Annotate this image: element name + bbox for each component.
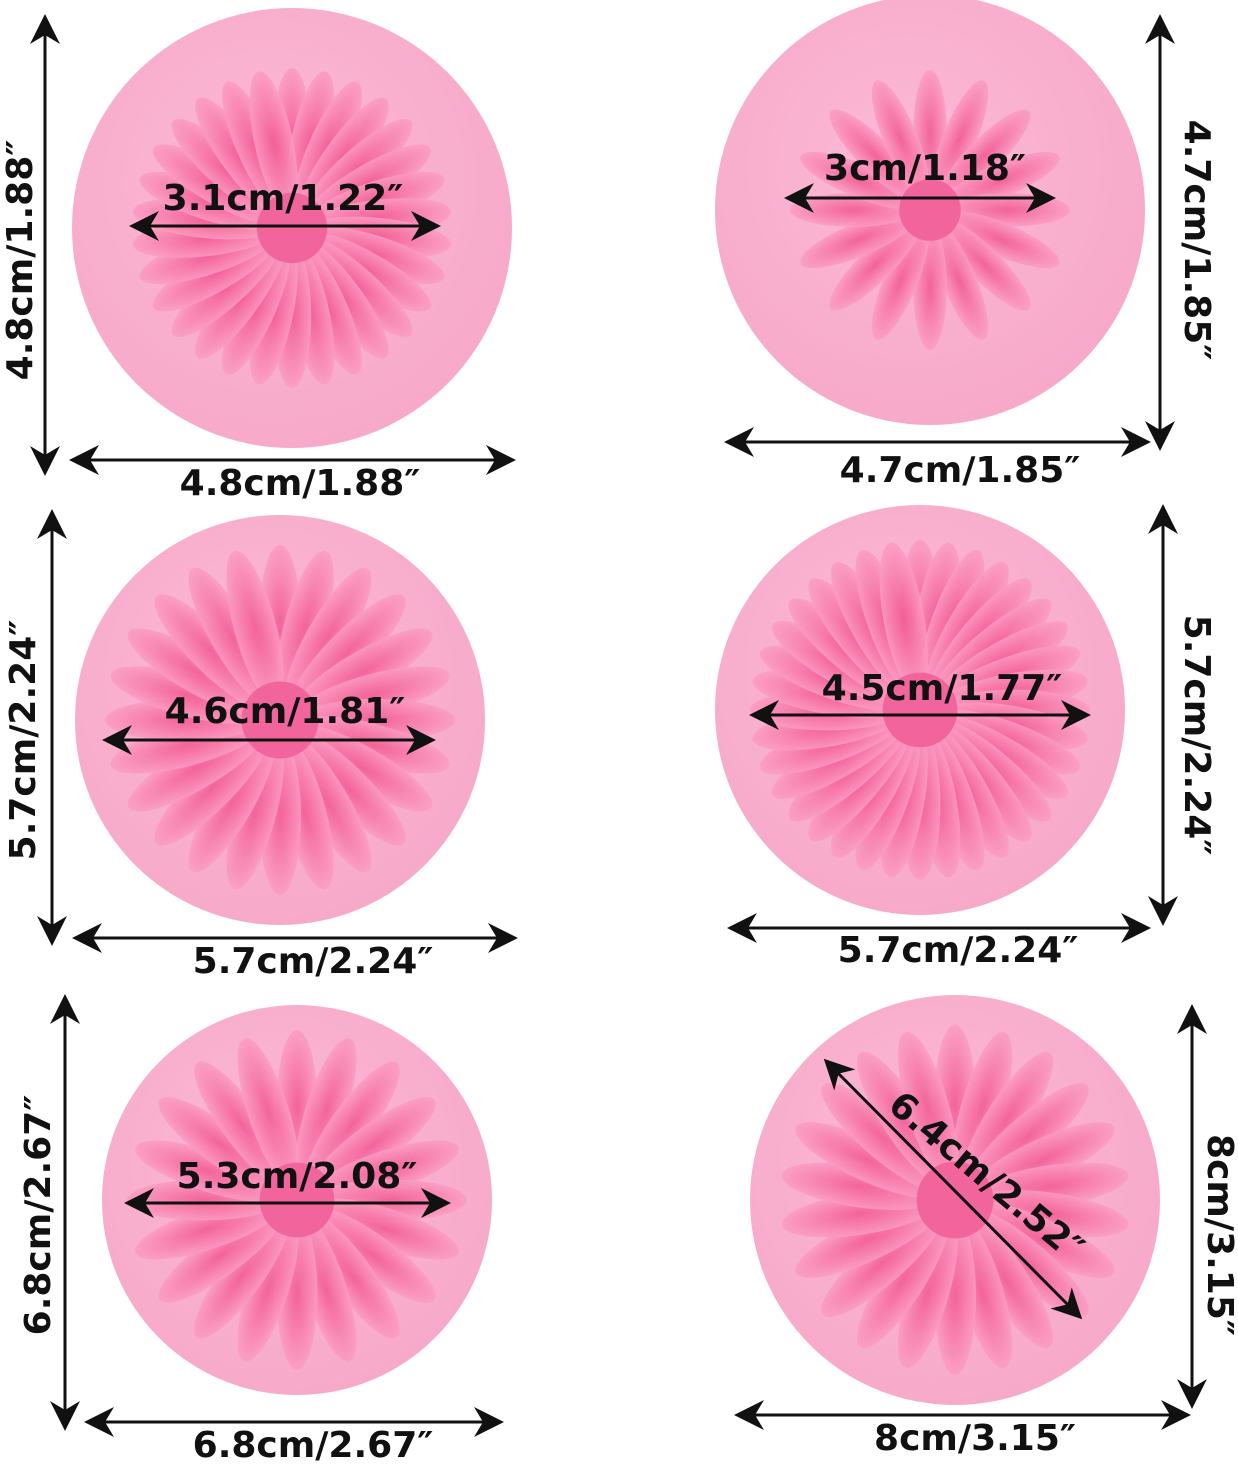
petal (871, 80, 930, 198)
petal (194, 1212, 290, 1339)
height-label: 4.7cm/1.85″ (1176, 120, 1217, 361)
petal (226, 736, 284, 890)
petal (276, 550, 334, 704)
petal (249, 71, 298, 213)
width-label: 6.8cm/2.67″ (193, 1425, 434, 1466)
inner-diameter-label: 4.6cm/1.81″ (165, 691, 406, 732)
height-label: 8cm/3.15″ (1199, 1134, 1238, 1336)
inner-diameter-label: 4.5cm/1.77″ (822, 668, 1063, 709)
petal (237, 1215, 299, 1362)
petal (942, 210, 1060, 269)
petal (158, 1097, 285, 1193)
petal (309, 1207, 436, 1303)
width-label: 8cm/3.15″ (874, 1418, 1076, 1459)
petal (135, 1140, 282, 1202)
petal (226, 550, 284, 704)
petal (938, 218, 1031, 311)
petal (879, 542, 928, 694)
petal (930, 222, 989, 340)
petal (800, 210, 918, 269)
inner-diameter-label: 3.1cm/1.22″ (163, 178, 404, 219)
petal (829, 109, 922, 202)
petal (237, 1038, 299, 1185)
petal (930, 80, 989, 198)
mold (715, 0, 1145, 425)
width-label: 5.7cm/2.24″ (193, 941, 434, 982)
petal (110, 666, 264, 724)
width-label: 4.7cm/1.85″ (840, 450, 1081, 491)
width-label: 5.7cm/2.24″ (838, 930, 1079, 971)
height-label: 5.7cm/2.24″ (1176, 615, 1217, 856)
inner-diameter-label: 3cm/1.18″ (824, 148, 1026, 189)
dimension-arrow (823, 1058, 1083, 1320)
mold (715, 505, 1125, 915)
petal (829, 218, 922, 311)
mold (72, 8, 512, 448)
petal (938, 109, 1031, 202)
width-label: 4.8cm/1.88″ (180, 463, 421, 504)
petal (871, 222, 930, 340)
mold (750, 995, 1160, 1405)
petal (295, 1038, 357, 1185)
height-label: 5.7cm/2.24″ (3, 620, 44, 861)
mold (102, 1005, 492, 1395)
height-label: 6.8cm/2.67″ (18, 1095, 59, 1336)
height-label: 4.8cm/1.88″ (0, 140, 41, 381)
petal (304, 1061, 400, 1188)
inner-diameter-label: 5.3cm/2.08″ (177, 1156, 418, 1197)
